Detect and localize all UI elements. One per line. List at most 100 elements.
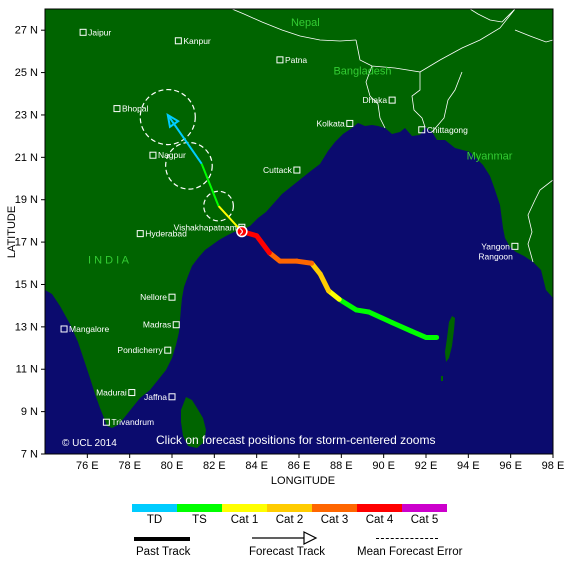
city-marker [60,325,68,333]
y-tick-label: 9 N [21,406,38,418]
city-label: Jaffna [144,392,167,402]
city-marker [168,393,176,401]
land-sri-lanka [181,397,206,448]
city-label: Yangon [481,241,510,251]
city-marker [128,389,136,397]
x-tick-label: 96 E [499,460,522,472]
past-track-segment [317,271,332,294]
y-tick-label: 27 N [15,25,38,37]
forecast-error-circles [139,88,234,222]
cyclone-track-map[interactable]: 76 E 78 E 80 E 82 E 84 E 86 E 88 E 90 E 92 E 94 E… [0,0,580,498]
x-tick-label: 90 E [372,460,395,472]
y-tick-label: 11 N [16,364,38,376]
city-label: Cuttack [263,165,293,175]
city-label: Mangalore [69,324,109,334]
city-label: Kolkata [316,118,345,128]
city-label: Madurai [96,388,127,398]
city-marker [149,151,157,159]
legend-swatch [177,504,222,512]
land-andaman-islands [445,316,455,362]
forecast-track-arrow-icon [252,531,318,545]
y-tick-label: 23 N [15,109,38,121]
legend-category-label: Cat 4 [365,514,394,526]
forecast-point[interactable] [216,203,222,209]
border-nepal [231,9,357,42]
storm-symbol-icon [239,227,243,236]
x-tick-label: 84 E [245,460,268,472]
city-marker [174,37,182,45]
city-marker [511,242,519,250]
past-track-label: Past Track [136,546,191,558]
city-label: Patna [285,55,307,65]
city-marker [79,28,87,36]
instruction-text: Click on forecast positions for storm-ce… [156,433,435,447]
city-label: Rangoon [478,251,513,261]
city-label: Nellore [140,292,167,302]
forecast-track-label: Forecast Track [249,546,326,558]
legend-category-label: TD [146,514,163,526]
city-markers: Jaipur Kanpur Patna Bhopal Dhaka Kolkata Chitt… [60,27,519,427]
y-tick-label: 21 N [15,152,38,164]
forecast-error-circle [139,88,196,146]
y-tick-label: 15 N [15,279,38,291]
city-marker [276,56,284,64]
forecast-track-segment [200,163,220,207]
city-marker [388,96,396,104]
x-tick-label: 82 E [203,460,226,472]
past-track-segment [389,320,414,334]
forecast-error-circle [165,141,213,190]
legend-swatch [132,504,177,512]
forecast-arrowhead [166,112,180,129]
y-tick-label: 7 N [21,449,38,461]
forecast-point[interactable] [199,161,205,167]
city-label: Trivandrum [111,417,154,427]
past-track-key [134,537,190,541]
land-mainland [45,9,553,428]
x-tick-label: 76 E [76,460,99,472]
x-tick-label: 88 E [330,460,353,472]
city-marker [172,321,180,329]
legend-category-label: Cat 1 [230,514,259,526]
x-tick-label: 92 E [415,460,438,472]
city-label: Bhopal [122,104,149,114]
forecast-error-circle [203,190,234,222]
legend-category-label: Cat 5 [410,514,439,526]
legend-category-label: Cat 2 [275,514,304,526]
y-tick-label: 25 N [15,67,38,79]
legend-swatch [312,504,357,512]
x-tick-label: 78 E [118,460,141,472]
forecast-track-segment [166,114,203,165]
x-tick-label: 80 E [161,460,184,472]
city-marker [293,166,301,174]
mean-error-label: Mean Forecast Error [357,546,463,558]
city-label: Pondicherry [117,345,163,355]
city-label: Nagpur [158,150,186,160]
city-marker [136,230,144,238]
y-tick-label: 19 N [15,194,38,206]
city-marker [102,418,110,426]
country-labels: Nepal Bangladesh Myanmar I N D I A [88,17,513,266]
city-marker [418,126,426,134]
legend: TD TS Cat 1 Cat 2 Cat 3 Cat 4 Cat 5 Past Track… [0,498,580,569]
city-marker [346,119,354,127]
country-label: I N D I A [88,254,130,266]
border-china [469,9,553,43]
border-myanmar [419,9,516,133]
past-track-segment [408,328,429,340]
legend-category-label: TS [192,514,207,526]
city-marker [113,105,121,113]
city-label: Kanpur [183,36,211,46]
copyright-text: © UCL 2014 [62,438,117,449]
legend-swatch [267,504,312,512]
past-track-segment [336,296,359,313]
border-bangladesh [355,39,426,129]
x-tick-label: 98 E [542,460,565,472]
border-thailand [527,179,553,263]
city-label: Jaipur [88,27,111,37]
storm-track[interactable] [165,112,440,340]
y-axis-label: LATITUDE [6,206,18,258]
x-tick-label: 86 E [288,460,311,472]
legend-swatch [222,504,267,512]
country-label: Nepal [291,17,320,29]
past-track-segment [254,233,272,256]
